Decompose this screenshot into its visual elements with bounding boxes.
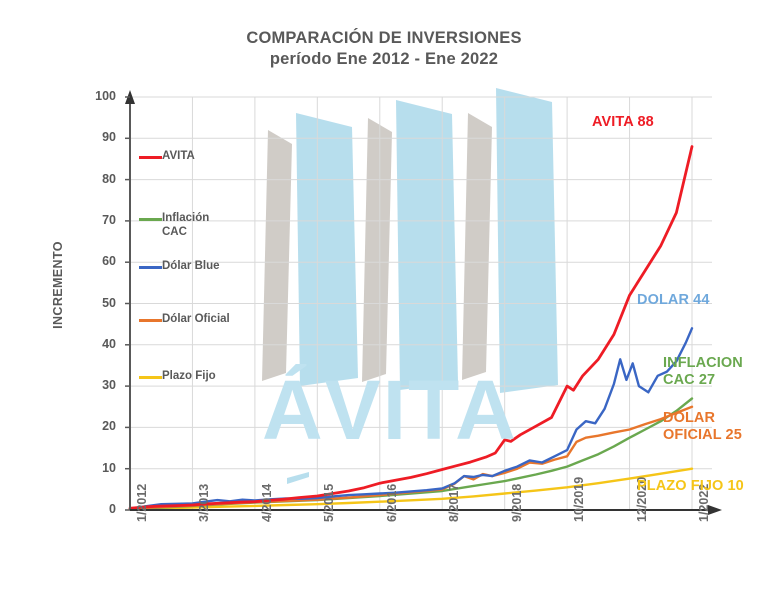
legend-item-label: Dólar Oficial (162, 313, 230, 325)
x-tick-label: 6/2016 (384, 483, 399, 522)
legend-swatch-icon (139, 156, 162, 159)
x-tick-label: 8/2017 (447, 483, 462, 522)
x-tick-label: 1/2012 (135, 483, 149, 522)
legend-item-plazo-fijo[interactable]: Plazo Fijo (139, 370, 216, 384)
annotation-inflacion-cac: INFLACION CAC 27 (663, 355, 743, 388)
annotation-dolar-blue: DOLAR 44 (637, 292, 710, 308)
series-lines (128, 145, 694, 511)
annotation-dolar-oficial: DOLAR OFICIAL 25 (663, 410, 742, 443)
x-tick-label: 5/2015 (322, 483, 337, 522)
legend-swatch-icon (139, 319, 162, 322)
x-tick-label: 10/2019 (572, 476, 587, 522)
y-tick-label: 100 (95, 89, 116, 103)
y-tick-label: 30 (102, 378, 116, 393)
legend-item-dólar-blue[interactable]: Dólar Blue (139, 260, 220, 274)
y-tick-label: 10 (102, 460, 116, 475)
y-axis-title: INCREMENTO (51, 241, 65, 329)
legend-item-label: Inflación CAC (162, 212, 210, 238)
legend-swatch-icon (139, 376, 162, 379)
y-tick-label: 40 (102, 336, 116, 351)
x-tick-label: 4/2014 (259, 483, 274, 522)
legend-item-label: AVITA (162, 150, 195, 162)
legend-item-avita[interactable]: AVITA (139, 150, 195, 164)
y-tick-label: 60 (102, 254, 116, 269)
legend-item-label: Plazo Fijo (162, 370, 216, 382)
x-tick-label: 3/2013 (197, 483, 212, 522)
legend-swatch-icon (139, 266, 162, 269)
y-tick-label: 90 (102, 130, 116, 145)
decorative-columns (262, 88, 558, 484)
annotation-plazo-fijo: PLAZO FIJO 10 (637, 478, 744, 494)
y-tick-label: 70 (102, 212, 116, 227)
legend-item-inflación[interactable]: Inflación CAC (139, 212, 209, 239)
y-tick-marks (125, 96, 130, 511)
y-tick-label: 0 (109, 502, 116, 516)
annotation-avita: AVITA 88 (592, 114, 654, 130)
x-tick-label: 9/2018 (509, 483, 524, 522)
legend-item-label: Dólar Blue (162, 260, 220, 272)
y-tick-label: 80 (102, 171, 116, 186)
legend-swatch-icon (139, 218, 162, 221)
y-tick-label: 20 (102, 419, 116, 434)
legend-item-dólar-oficial[interactable]: Dólar Oficial (139, 313, 230, 327)
y-tick-label: 50 (102, 295, 116, 310)
